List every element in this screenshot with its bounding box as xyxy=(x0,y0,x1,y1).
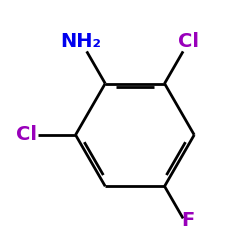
Text: Cl: Cl xyxy=(178,32,199,51)
Text: Cl: Cl xyxy=(16,126,36,144)
Text: F: F xyxy=(181,211,194,230)
Text: NH₂: NH₂ xyxy=(60,32,102,51)
